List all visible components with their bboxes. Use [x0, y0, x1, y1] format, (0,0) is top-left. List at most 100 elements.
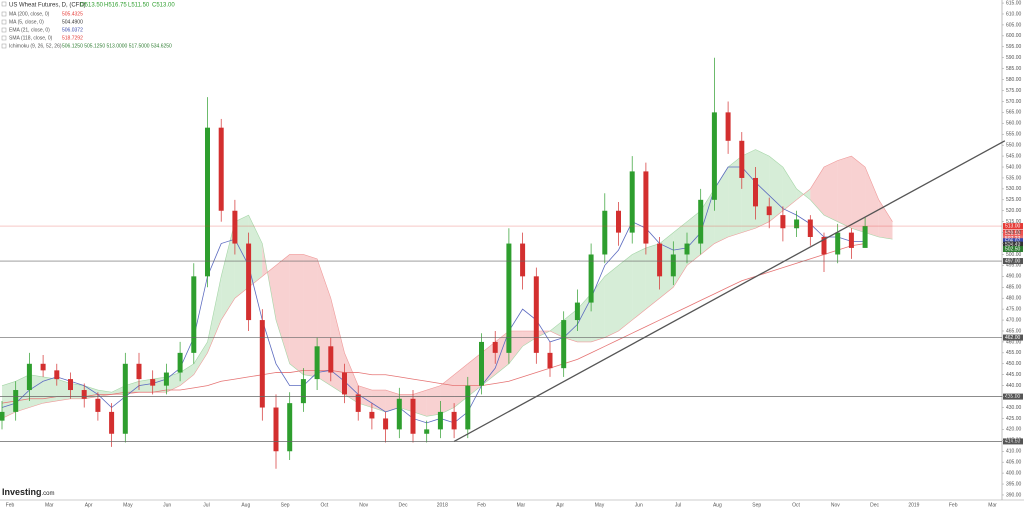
candle-body [410, 398, 416, 434]
axes: 390.00 395.00 400.00 405.00 410.00 415.00 420.… [6, 0, 1022, 508]
collapse-box[interactable] [1, 1, 7, 7]
overlays: 497.00 462.00 435.00 414.50 513.00510.00509.… [0, 140, 1023, 445]
candle-body [588, 254, 594, 303]
ohlc-value: C513.00 [152, 3, 175, 9]
y-tick-label: 415.00 [1006, 438, 1022, 444]
cloud-segment [385, 390, 400, 412]
y-tick-label: 475.00 [1006, 306, 1022, 312]
y-tick-label: 405.00 [1006, 460, 1022, 466]
x-tick-label: Feb [6, 502, 15, 508]
candle-body [122, 363, 128, 434]
candle-body [670, 254, 676, 277]
candle-body [574, 302, 580, 321]
legend-panel: US Wheat Futures, D, (CFD) O513.50 H516.7… [1, 1, 175, 49]
indicator-value: 505.4325 [62, 11, 83, 17]
cloud-segment [317, 258, 331, 386]
candle-body [753, 177, 758, 207]
candle-body [780, 215, 786, 229]
indicator-name: Ichimoku (9, 26, 52, 26) [9, 43, 62, 49]
candle-body [739, 140, 745, 178]
cloud-segment [810, 167, 824, 216]
candle-body [862, 226, 868, 248]
cloud-segment [824, 160, 838, 222]
candle-body [246, 243, 252, 321]
indicator-toggle [1, 35, 7, 41]
candle-body [109, 411, 115, 434]
hline-tag [1003, 258, 1023, 265]
cloud-segment [700, 188, 715, 255]
candle-body [698, 199, 704, 244]
candle-body [300, 379, 306, 404]
price-tag-label: 509.50 [1005, 231, 1021, 237]
price-tag [1003, 223, 1023, 230]
candle-body [616, 210, 621, 233]
price-tag-label: 502.50 [1005, 246, 1021, 252]
cloud-segment [303, 254, 318, 377]
cloud-segment [508, 331, 523, 364]
cloud-segment [878, 199, 893, 240]
x-tick-label: Jul [203, 502, 209, 508]
y-tick-label: 490.00 [1006, 274, 1022, 280]
x-tick-label: Mar [45, 502, 54, 508]
x-tick-label: Nov [831, 502, 840, 508]
x-tick-label: Mar [988, 502, 997, 508]
chart-title: US Wheat Futures, D, (CFD) [9, 3, 86, 9]
y-tick-label: 410.00 [1006, 449, 1022, 455]
candle-body [81, 390, 87, 399]
y-tick-label: 575.00 [1006, 88, 1022, 94]
cloud-segment [70, 383, 85, 399]
y-tick-label: 560.00 [1006, 121, 1022, 127]
y-tick-label: 450.00 [1006, 361, 1022, 367]
cloud-segment [207, 276, 222, 353]
y-tick-label: 555.00 [1006, 132, 1022, 138]
cloud-segment [399, 394, 413, 412]
candle-body [259, 320, 265, 408]
candle-body [396, 398, 402, 430]
candle-body [684, 243, 690, 255]
candle-body [191, 276, 197, 353]
x-tick-label: Jun [163, 502, 171, 508]
candle-body [424, 429, 430, 434]
cloud-segment [426, 385, 441, 417]
y-tick-label: 580.00 [1006, 77, 1022, 83]
candle-body [26, 363, 32, 391]
indicator-toggle [1, 43, 7, 49]
candle-body [629, 171, 635, 233]
price-tag-label: 504.49 [1005, 242, 1021, 248]
cloud-segment [645, 243, 660, 310]
cloud-segment [618, 254, 633, 332]
indicator-lines [1, 166, 866, 424]
y-tick-label: 465.00 [1006, 328, 1022, 334]
cloud-segment [714, 167, 729, 244]
candle-body [205, 127, 210, 277]
indicator-value: 506.1250 505.1250 513.0000 517.5000 534.… [62, 43, 172, 49]
y-tick-label: 520.00 [1006, 208, 1022, 214]
x-tick-label: 2018 [437, 502, 448, 508]
y-tick-label: 470.00 [1006, 317, 1022, 323]
x-tick-label: Jul [675, 502, 681, 508]
candle-body [657, 243, 663, 277]
cloud-segment [152, 376, 167, 393]
cloud-segment [550, 320, 564, 338]
trendline [453, 140, 1006, 442]
brand-suffix: .com [42, 491, 55, 497]
x-tick-label: Feb [477, 502, 486, 508]
candle-body [328, 346, 334, 373]
cloud-segment [248, 215, 263, 288]
candle-body [0, 411, 5, 421]
cloud-segment [139, 379, 153, 393]
cloud-segment [851, 156, 866, 233]
candles [0, 57, 868, 469]
y-tick-label: 525.00 [1006, 197, 1022, 203]
x-tick-label: Oct [321, 502, 329, 508]
cloud-segment [234, 215, 249, 299]
candle-body [821, 236, 827, 255]
x-tick-label: Mar [517, 502, 526, 508]
cloud-segment [221, 221, 235, 321]
y-tick-label: 500.00 [1006, 252, 1022, 258]
y-tick-label: 430.00 [1006, 405, 1022, 411]
cloud-segment [56, 379, 71, 401]
y-tick-label: 445.00 [1006, 372, 1022, 378]
candle-body [40, 363, 46, 371]
